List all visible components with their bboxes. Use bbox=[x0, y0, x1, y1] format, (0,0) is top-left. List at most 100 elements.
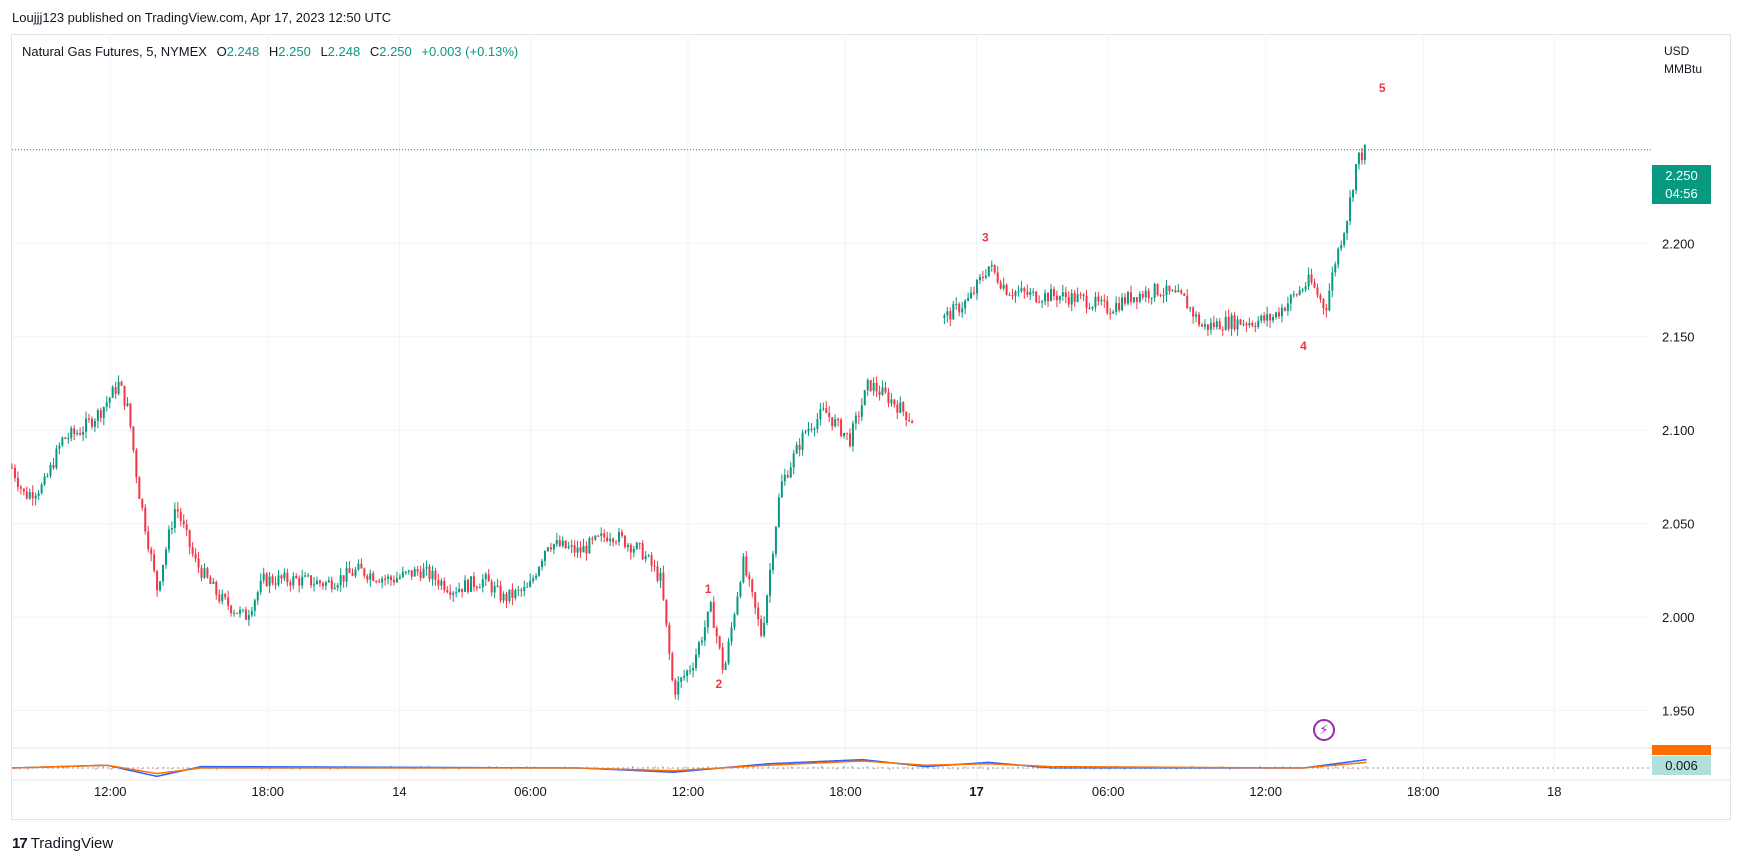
candle-body bbox=[431, 570, 434, 580]
candle-body bbox=[1055, 295, 1058, 301]
candle-body bbox=[25, 491, 28, 499]
candle-body bbox=[437, 579, 440, 586]
candle-body bbox=[419, 571, 422, 578]
candle-body bbox=[896, 404, 899, 413]
candle-body bbox=[807, 428, 810, 432]
candle-body bbox=[108, 397, 111, 403]
candle-body bbox=[1215, 321, 1218, 327]
histogram-bar bbox=[1009, 767, 1012, 769]
x-tick-label: 18 bbox=[1547, 784, 1561, 799]
candle-body bbox=[111, 387, 114, 398]
histogram-bar bbox=[170, 768, 173, 770]
candle-body bbox=[795, 444, 798, 454]
histogram-bar bbox=[836, 768, 838, 770]
candle-body bbox=[141, 498, 144, 508]
histogram-bar bbox=[1025, 768, 1027, 769]
candle-body bbox=[455, 592, 458, 594]
chart-frame bbox=[11, 34, 1731, 820]
candle-body bbox=[854, 415, 857, 424]
candle-body bbox=[37, 493, 40, 496]
candle-body bbox=[1165, 285, 1168, 296]
brand-footer[interactable]: 17 TradingView bbox=[12, 835, 113, 852]
candle-body bbox=[582, 545, 585, 553]
histogram-bar bbox=[1100, 768, 1103, 770]
candle-body bbox=[644, 555, 647, 560]
candle-body bbox=[58, 445, 61, 449]
candle-body bbox=[271, 576, 274, 584]
candle-body bbox=[543, 550, 546, 561]
candle-body bbox=[1118, 302, 1121, 311]
candle-body bbox=[656, 566, 659, 581]
candle-body bbox=[1147, 290, 1150, 298]
candle-body bbox=[905, 411, 908, 421]
candle-body bbox=[1002, 284, 1005, 289]
candle-body bbox=[978, 277, 981, 281]
candle-body bbox=[13, 467, 16, 479]
candle-body bbox=[233, 612, 236, 614]
histogram-bar bbox=[904, 767, 906, 769]
histogram-bar bbox=[987, 768, 989, 771]
histogram-bar bbox=[699, 767, 702, 769]
candle-body bbox=[742, 556, 745, 583]
candle-body bbox=[1041, 301, 1044, 303]
histogram-bar bbox=[140, 768, 143, 770]
candle-body bbox=[594, 535, 597, 540]
candle-body bbox=[975, 280, 978, 294]
candle-body bbox=[153, 554, 156, 571]
candle-body bbox=[1310, 274, 1313, 283]
histogram-bar bbox=[178, 767, 180, 769]
candle-body bbox=[1008, 294, 1011, 296]
histogram-bar bbox=[934, 768, 936, 770]
histogram-bar bbox=[1002, 768, 1004, 770]
candle-body bbox=[884, 387, 887, 393]
candle-body bbox=[280, 575, 283, 579]
currency-unit[interactable]: USD MMBtu bbox=[1664, 42, 1702, 78]
histogram-bar bbox=[1108, 768, 1110, 770]
histogram-bar bbox=[707, 766, 710, 769]
candle-body bbox=[857, 415, 860, 417]
candle-body bbox=[674, 680, 677, 695]
candle-body bbox=[837, 419, 840, 421]
histogram-bar bbox=[715, 766, 717, 769]
histogram-bar bbox=[337, 768, 339, 770]
candle-body bbox=[70, 428, 73, 438]
histogram-bar bbox=[805, 768, 808, 769]
candle-body bbox=[283, 572, 286, 579]
candle-body bbox=[1239, 319, 1242, 325]
candle-body bbox=[1307, 274, 1310, 287]
lightning-icon[interactable]: ⚡ bbox=[1313, 719, 1335, 741]
candle-body bbox=[375, 580, 378, 582]
histogram-bar bbox=[102, 765, 105, 769]
candle-body bbox=[1168, 285, 1171, 292]
unit-label: MMBtu bbox=[1664, 62, 1703, 76]
candle-body bbox=[712, 602, 715, 628]
symbol-name[interactable]: Natural Gas Futures, 5, NYMEX bbox=[22, 44, 207, 59]
candle-body bbox=[810, 428, 813, 430]
candle-body bbox=[82, 431, 85, 435]
x-tick-label: 17 bbox=[969, 784, 983, 799]
low-label: L bbox=[320, 44, 328, 59]
candle-body bbox=[407, 570, 410, 572]
candle-body bbox=[887, 392, 890, 404]
histogram-bar bbox=[95, 768, 97, 771]
x-tick-label: 14 bbox=[392, 784, 406, 799]
candle-body bbox=[745, 556, 748, 576]
candle-body bbox=[881, 387, 884, 396]
candle-body bbox=[1186, 295, 1189, 309]
candle-body bbox=[292, 576, 295, 586]
candle-body bbox=[461, 588, 464, 592]
candle-body bbox=[1026, 291, 1029, 295]
y-tick-label: 2.150 bbox=[1662, 330, 1695, 345]
candle-body bbox=[1005, 284, 1008, 295]
candle-body bbox=[689, 670, 692, 672]
candle-body bbox=[1091, 307, 1094, 309]
histogram-bar bbox=[510, 768, 513, 770]
candle-body bbox=[425, 566, 428, 569]
candle-body bbox=[564, 540, 567, 549]
candle-body bbox=[754, 592, 757, 608]
candle-body bbox=[579, 547, 582, 553]
candle-body bbox=[603, 533, 606, 538]
y-tick-label: 2.200 bbox=[1662, 236, 1695, 251]
histogram-bar bbox=[866, 766, 868, 769]
